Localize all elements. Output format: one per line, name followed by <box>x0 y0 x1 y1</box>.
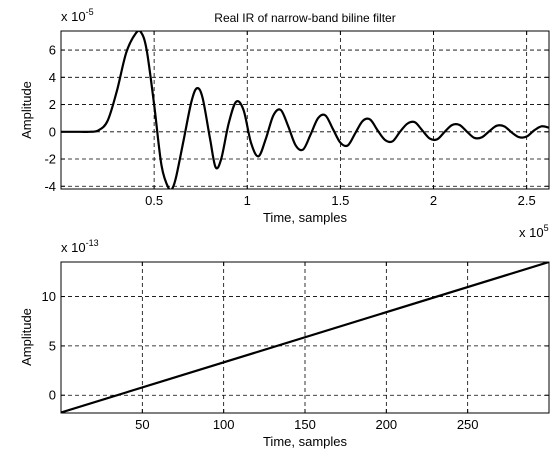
top-plot-x-tick-label: 2 <box>430 193 437 208</box>
bottom-plot-grid <box>61 262 549 413</box>
top-plot-y-axis-label: Amplitude <box>19 81 34 139</box>
top-plot-series-line <box>61 31 549 189</box>
bottom-plot-x-axis-label: Time, samples <box>263 434 348 449</box>
bottom-plot-x-tick-label: 250 <box>457 417 479 432</box>
top-plot-y-exponent: x 10-5 <box>61 7 94 24</box>
bottom-plot-x-tick-label: 100 <box>213 417 235 432</box>
bottom-plot-x-tick-label: 200 <box>375 417 397 432</box>
bottom-plot-y-exponent-power: -13 <box>86 238 99 248</box>
top-plot-x-exponent-base: x 10 <box>519 225 544 240</box>
bottom-plot-y-tick-label: 5 <box>49 338 56 353</box>
bottom-plot-y-tick-label: 10 <box>42 289 56 304</box>
bottom-plot-series-line <box>61 262 549 413</box>
top-plot-x-tick-label: 1.5 <box>331 193 349 208</box>
bottom-plot-x-tick-label: 50 <box>135 417 149 432</box>
bottom-plot-y-axis-label: Amplitude <box>19 308 34 366</box>
top-plot-y-exponent-base: x 10 <box>61 9 86 24</box>
top-plot-y-tick-label: 4 <box>49 70 56 85</box>
top-plot-y-tick-label: 2 <box>49 97 56 112</box>
top-plot-background <box>61 31 549 189</box>
top-plot-title: Real IR of narrow-band biline filter <box>214 11 395 25</box>
top-plot-x-axis-label: Time, samples <box>263 210 348 225</box>
bottom-plot-x-tick-label: 150 <box>294 417 316 432</box>
top-plot-y-tick-label: -4 <box>44 179 56 194</box>
bottom-plot: 50 100 150 200 250 0 5 10 Time, samples Amplitu… <box>19 238 550 449</box>
top-plot-y-tick-label: 0 <box>49 124 56 139</box>
top-plot-y-exponent-power: -5 <box>86 7 94 17</box>
top-plot-x-exponent-power: 5 <box>544 223 549 233</box>
bottom-plot-ticks: 50 100 150 200 250 0 5 10 <box>42 262 549 432</box>
top-plot-x-tick-label: 1 <box>244 193 251 208</box>
top-plot-y-tick-label: 6 <box>49 43 56 58</box>
top-plot: 0.5 1 1.5 2 2.5 -4 -2 0 2 4 6 Real IR of narrow-ba… <box>19 7 550 240</box>
bottom-plot-y-tick-label: 0 <box>49 388 56 403</box>
top-plot-frame <box>60 30 550 190</box>
top-plot-x-exponent: x 105 <box>519 223 549 240</box>
top-plot-x-tick-label: 0.5 <box>145 193 163 208</box>
top-plot-x-tick-label: 2.5 <box>518 193 536 208</box>
top-plot-ticks: 0.5 1 1.5 2 2.5 -4 -2 0 2 4 6 <box>44 31 549 208</box>
top-plot-y-tick-label: -2 <box>44 152 56 167</box>
bottom-plot-y-exponent-base: x 10 <box>61 240 86 255</box>
bottom-plot-y-exponent: x 10-13 <box>61 238 99 255</box>
